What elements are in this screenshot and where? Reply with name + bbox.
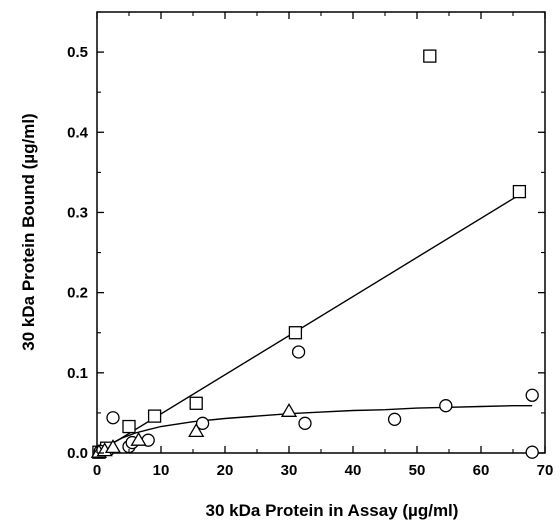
- square-marker: [423, 49, 437, 63]
- circle-marker: [195, 416, 210, 430]
- square-marker: [147, 409, 162, 423]
- x-tick-label: 70: [537, 462, 554, 479]
- fit-lines: [96, 194, 533, 454]
- y-tick-label: 0.3: [67, 204, 88, 221]
- square-marker: [288, 326, 303, 340]
- circle-marker: [525, 388, 539, 402]
- fit-line-linear: [96, 194, 520, 454]
- circle-marker: [525, 445, 539, 459]
- y-axis-ticks: 0.0 0.1 0.2 0.3 0.4 0.5: [67, 11, 545, 462]
- x-tick-label: 40: [345, 462, 362, 479]
- y-tick-label: 0.4: [67, 124, 89, 141]
- x-tick-label: 30: [281, 462, 298, 479]
- y-tick-label: 0.0: [67, 445, 88, 462]
- x-tick-label: 60: [473, 462, 490, 479]
- x-axis-ticks: 0 10 20 30 40 50 60 70: [93, 12, 554, 479]
- triangle-marker: [280, 403, 298, 417]
- x-tick-label: 50: [409, 462, 426, 479]
- plot-area: [96, 11, 546, 454]
- triangle-marker: [188, 423, 205, 438]
- circle-marker: [387, 412, 402, 426]
- triangle-marker: [130, 431, 147, 446]
- y-tick-label: 0.2: [67, 285, 88, 302]
- circle-marker: [106, 411, 120, 425]
- y-axis-label: 30 kDa Protein Bound (µg/ml): [19, 113, 38, 350]
- x-axis-label: 30 kDa Protein in Assay (µg/ml): [206, 501, 459, 520]
- y-tick-label: 0.5: [67, 44, 88, 61]
- plot-frame: [96, 11, 546, 454]
- circle-marker: [291, 345, 306, 359]
- y-tick-label: 0.1: [67, 365, 88, 382]
- circle-marker: [439, 399, 453, 413]
- x-tick-label: 10: [153, 462, 170, 479]
- triangle-marker: [104, 439, 122, 454]
- square-marker: [189, 396, 203, 410]
- square-marker: [122, 419, 136, 434]
- x-tick-label: 20: [217, 462, 234, 479]
- square-marker: [512, 184, 527, 199]
- x-tick-label: 0: [93, 462, 101, 479]
- circle-marker: [298, 416, 312, 430]
- markers: [90, 49, 539, 459]
- fit-line-hyperbolic: [96, 405, 533, 454]
